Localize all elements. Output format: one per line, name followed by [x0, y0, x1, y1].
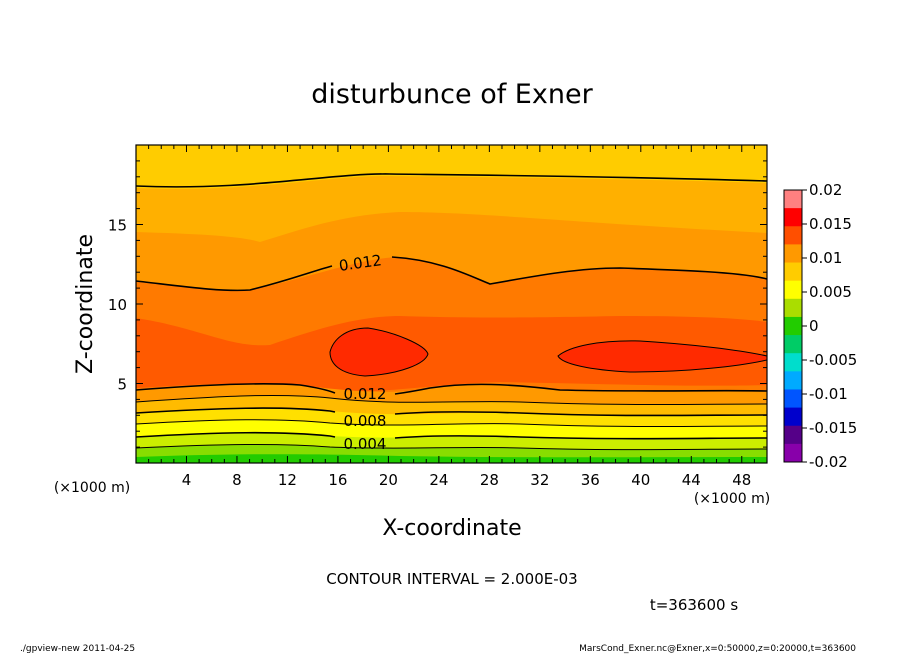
- x-tick-label: 32: [530, 471, 549, 489]
- x-tick-label: 40: [631, 471, 650, 489]
- x-unit-left: (×1000 m): [54, 480, 130, 496]
- max-region-left: [329, 327, 429, 377]
- contour-label-mid: 0.012: [344, 385, 387, 403]
- x-tick-label: 12: [278, 471, 297, 489]
- band-lower-0000: [136, 454, 767, 463]
- y-axis: 5 10 15: [108, 160, 767, 448]
- x-tick-label: 8: [232, 471, 242, 489]
- x-tick-label: 44: [682, 471, 701, 489]
- y-axis-label: Z-coordinate: [73, 234, 98, 374]
- x-tick-label: 28: [480, 471, 499, 489]
- colorbar-tick-label: -0.01: [809, 385, 848, 403]
- time-label: t=363600 s: [650, 596, 738, 614]
- colorbar-tick-label: 0.005: [809, 283, 852, 301]
- contour-interval: CONTOUR INTERVAL = 2.000E-03: [326, 570, 577, 588]
- colorbar-swatch: [784, 298, 802, 318]
- colorbar-tick-label: -0.005: [809, 351, 857, 369]
- colorbar-swatch: [784, 335, 802, 354]
- x-tick-label: 48: [732, 471, 751, 489]
- colorbar-swatch: [784, 353, 802, 372]
- colorbar-swatch: [784, 280, 802, 300]
- x-tick-label: 20: [379, 471, 398, 489]
- colorbar-tick-label: 0.02: [809, 181, 842, 199]
- y-tick-label: 15: [108, 217, 127, 235]
- x-tick-label: 16: [328, 471, 347, 489]
- x-tick-label: 36: [581, 471, 600, 489]
- band-0011: [136, 316, 767, 392]
- y-tick-label: 5: [117, 376, 127, 394]
- colorbar: [784, 190, 802, 463]
- colorbar-swatch: [784, 425, 802, 445]
- contour-lines: [135, 173, 768, 451]
- colorbar-swatch: [784, 371, 802, 390]
- colorbar-swatch: [784, 190, 802, 209]
- chart-title: disturbunce of Exner: [311, 79, 593, 110]
- colorbar-swatch: [784, 443, 802, 463]
- colorbar-swatch: [784, 389, 802, 409]
- colorbar-swatch: [784, 244, 802, 264]
- colorbar-tick-label: -0.015: [809, 419, 857, 437]
- x-tick-label: 24: [429, 471, 448, 489]
- contour-label-bottom: 0.004: [344, 435, 387, 453]
- x-axis: 4 8 12 16 20 24 28 32 36 40 44 48: [148, 145, 755, 489]
- colorbar-swatch: [784, 407, 802, 427]
- plot-area: 0.012 0.012 0.008 0.004: [135, 144, 768, 464]
- footer-right: MarsCond_Exner.nc@Exner,x=0:50000,z=0:20…: [579, 644, 856, 654]
- x-axis-label: X-coordinate: [382, 516, 521, 541]
- colorbar-swatch: [784, 316, 802, 336]
- colorbar-ticks: 0.02 0.015 0.01 0.005 0 -0.005 -0.01 -0.015 -0.0…: [802, 181, 857, 471]
- colorbar-tick-label: 0.01: [809, 249, 842, 267]
- x-tick-label: 4: [182, 471, 192, 489]
- contour-label-top: 0.012: [338, 251, 383, 275]
- x-unit-right: (×1000 m): [694, 491, 770, 507]
- colorbar-swatch: [784, 208, 802, 227]
- colorbar-swatch: [784, 262, 802, 282]
- contour-label-low: 0.008: [344, 412, 387, 430]
- y-tick-label: 10: [108, 296, 127, 314]
- colorbar-tick-label: 0: [809, 317, 819, 335]
- footer-left: ./gpview-new 2011-04-25: [20, 644, 135, 654]
- colorbar-tick-label: -0.02: [809, 453, 848, 471]
- colorbar-swatch: [784, 226, 802, 245]
- colorbar-tick-label: 0.015: [809, 215, 852, 233]
